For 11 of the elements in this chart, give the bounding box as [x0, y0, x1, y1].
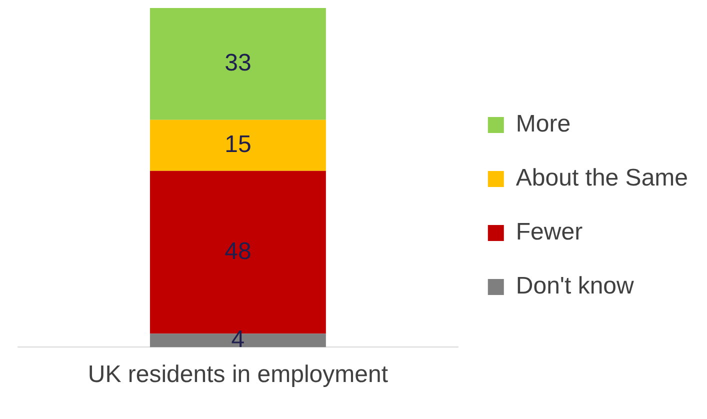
legend-label: More [516, 110, 571, 138]
data-label: 33 [224, 50, 252, 77]
data-label: 15 [224, 131, 252, 158]
legend-label: About the Same [516, 164, 688, 192]
bar [150, 8, 326, 120]
data-label: 48 [224, 238, 252, 265]
legend-label: Fewer [516, 218, 583, 246]
x-tick-label: UK residents in employment [88, 361, 388, 388]
bar [150, 120, 326, 171]
legend-label: Don't know [516, 272, 635, 300]
data-label: 4 [231, 326, 245, 354]
